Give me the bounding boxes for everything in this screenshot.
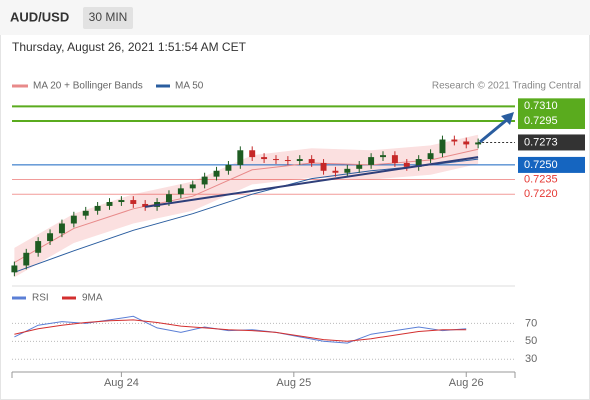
candle-body [201, 176, 208, 185]
candle-body [213, 170, 220, 177]
candle-body [177, 188, 184, 195]
credit: Research © 2021 Trading Central [432, 81, 581, 92]
rsi-tick-label: 30 [525, 353, 537, 365]
x-tick-label: Aug 25 [276, 377, 311, 389]
x-tick-label: Aug 24 [104, 377, 139, 389]
level-label: 0.7235 [524, 173, 558, 185]
candle-body [403, 162, 410, 167]
candle-body [47, 233, 54, 242]
bollinger-band [14, 134, 479, 278]
level-label: 0.7250 [524, 159, 558, 171]
candle-body [58, 223, 65, 234]
candle-body [284, 160, 291, 162]
level-label: 0.7273 [524, 136, 558, 148]
rsi-tick-label: 70 [525, 317, 537, 329]
level-label: 0.7310 [524, 100, 558, 112]
candle-body [11, 265, 18, 273]
forecast-arrow [479, 116, 510, 144]
forecast-arrowhead [501, 112, 514, 125]
candle-body [273, 159, 279, 161]
candle-body [344, 168, 351, 173]
candle-body [249, 150, 256, 158]
candle-body [225, 164, 232, 171]
candle-body [261, 157, 268, 160]
candle-body [356, 164, 363, 169]
level-box [518, 112, 585, 129]
x-tick-label: Aug 26 [449, 377, 484, 389]
symbol: AUD/USD [10, 9, 69, 24]
candle-body [475, 142, 482, 145]
legend-label: 9MA [82, 293, 103, 304]
candle-body [296, 159, 303, 162]
candle-body [82, 210, 89, 216]
candle-body [106, 202, 113, 206]
legend-label: MA 50 [175, 81, 204, 92]
candle-body [391, 155, 398, 163]
ma20-line [14, 148, 479, 263]
level-box [518, 98, 585, 115]
candle-body [142, 203, 149, 207]
plot: 0.7310 0.7295 0.7273 0.7250 0.7235 0.7220 30 50… [11, 98, 585, 389]
candle-body [451, 139, 458, 142]
candle-body [439, 139, 446, 154]
level-box [518, 156, 585, 173]
candle-body [189, 184, 196, 189]
legend-label: MA 20 + Bollinger Bands [33, 81, 143, 92]
candle-body [130, 200, 137, 204]
timeframe-box [83, 7, 133, 29]
candle-body [70, 215, 77, 224]
trendline [145, 156, 479, 208]
candle-body [165, 194, 172, 203]
timeframe: 30 MIN [89, 10, 128, 24]
candle-body [320, 162, 327, 171]
candle-body [332, 170, 339, 173]
candle-body [427, 153, 434, 160]
candle-body [380, 155, 386, 158]
level-label: 0.7220 [524, 188, 558, 200]
legend-label: RSI [32, 293, 49, 304]
candle-body [415, 159, 422, 167]
candle-body [35, 241, 42, 253]
candle-body [308, 159, 315, 163]
rsi-line [14, 319, 467, 342]
candle-body [23, 252, 30, 266]
level-box [518, 134, 585, 151]
candle-body [463, 141, 470, 145]
candle-body [368, 157, 375, 165]
timestamp: Thursday, August 26, 2021 1:51:54 AM CET [12, 40, 247, 54]
level-label: 0.7295 [524, 115, 558, 127]
candle-body [118, 200, 125, 203]
candle-body [237, 150, 244, 165]
rsi-tick-label: 50 [525, 335, 537, 347]
candle-body [94, 205, 101, 211]
